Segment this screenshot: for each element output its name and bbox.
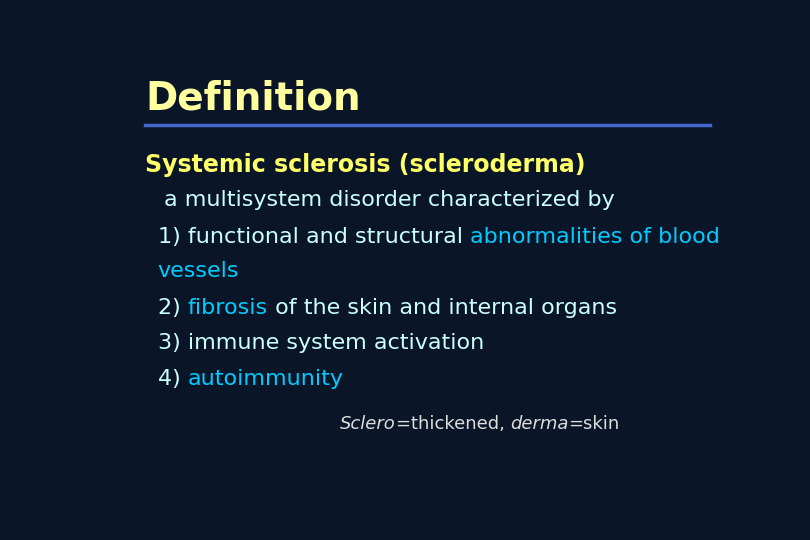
Text: derma: derma [510, 415, 569, 434]
Text: fibrosis: fibrosis [188, 298, 268, 318]
Text: 1) functional and structural: 1) functional and structural [158, 227, 470, 247]
Text: a multisystem disorder characterized by: a multisystem disorder characterized by [164, 190, 615, 210]
Text: 2): 2) [158, 298, 188, 318]
Text: autoimmunity: autoimmunity [188, 369, 343, 389]
Text: Sclero: Sclero [340, 415, 395, 434]
Text: =thickened,: =thickened, [395, 415, 510, 434]
Text: Systemic sclerosis (scleroderma): Systemic sclerosis (scleroderma) [145, 153, 586, 177]
Text: abnormalities of blood: abnormalities of blood [470, 227, 720, 247]
Text: 3) immune system activation: 3) immune system activation [158, 333, 484, 353]
Text: 4): 4) [158, 369, 188, 389]
Text: vessels: vessels [158, 261, 239, 281]
Text: Definition: Definition [145, 79, 360, 117]
Text: of the skin and internal organs: of the skin and internal organs [268, 298, 617, 318]
Text: =skin: =skin [569, 415, 620, 434]
